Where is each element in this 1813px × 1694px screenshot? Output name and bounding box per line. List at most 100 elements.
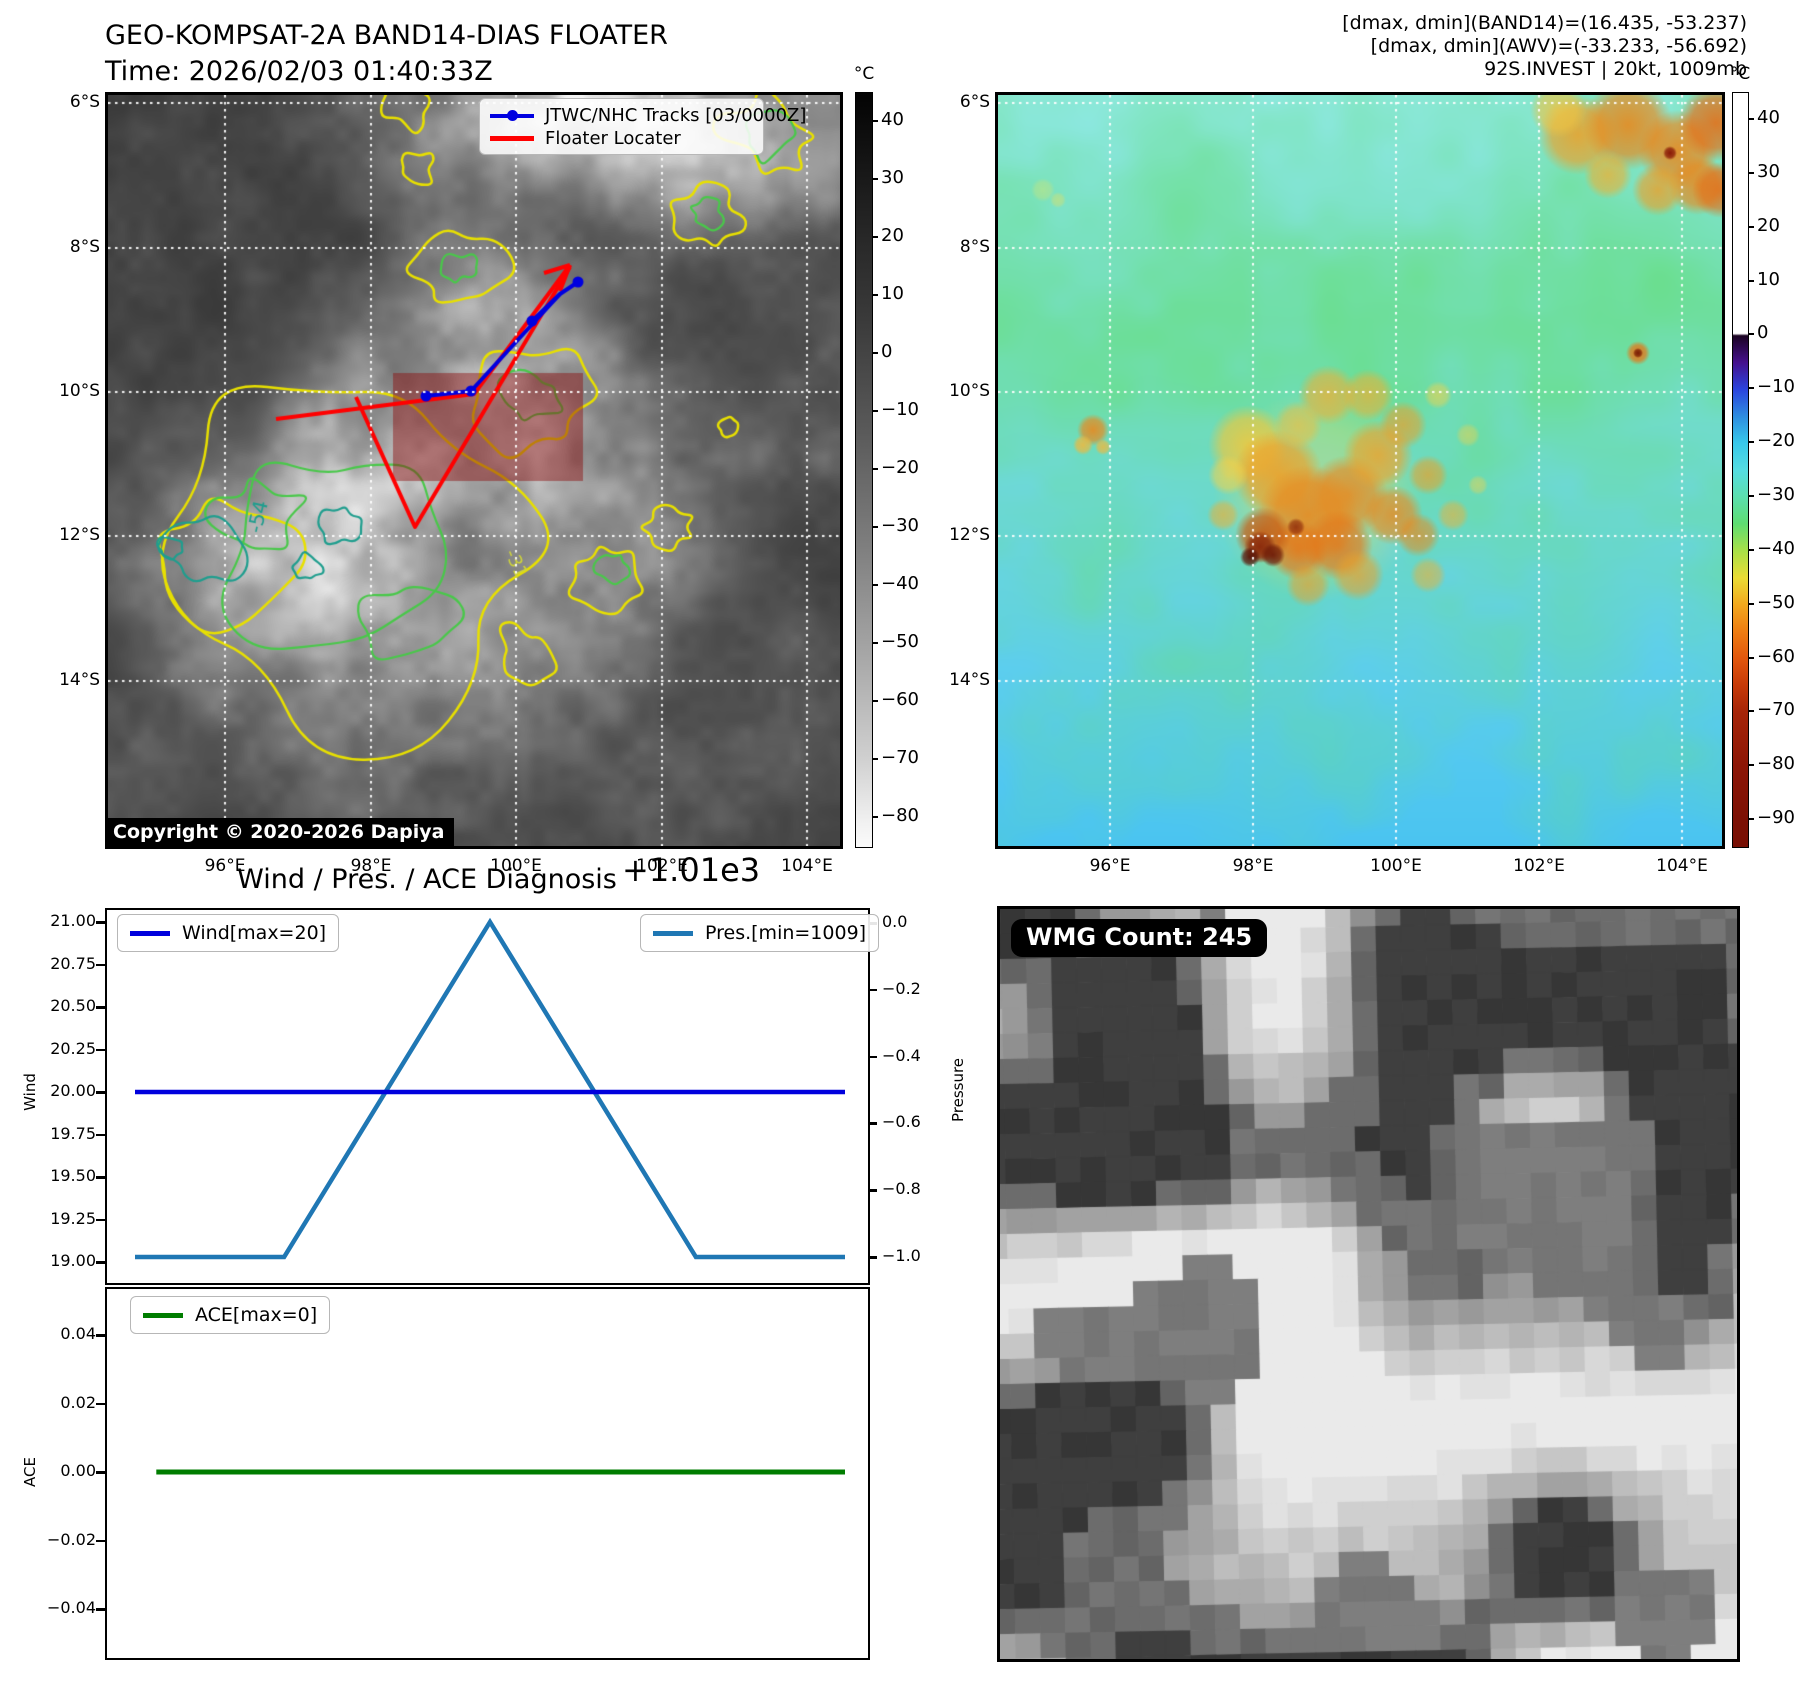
wmg-pixel-canvas	[1000, 909, 1737, 1659]
awv-colorbar-tick-mark	[1748, 117, 1754, 120]
wind-tick-label: 21.00	[50, 911, 96, 930]
awv-colorbar-tick-mark	[1748, 279, 1754, 282]
band14-x-tick-label: 98°E	[350, 856, 392, 876]
ace-line-sample	[143, 1312, 183, 1318]
awv-x-tick-label: 102°E	[1513, 856, 1565, 876]
awv-colorbar-tick-mark	[1748, 710, 1754, 713]
pressure-tick-label: −0.2	[882, 978, 921, 998]
floater-line-sample	[490, 136, 534, 141]
track-legend-label: JTWC/NHC Tracks [03/0000Z]	[545, 105, 807, 126]
band14-colorbar-tick-mark	[872, 294, 878, 296]
pressure-tick-label: −0.4	[882, 1045, 921, 1065]
awv-colorbar	[1732, 92, 1749, 848]
awv-colorbar-tick-mark	[1748, 333, 1754, 336]
awv-colorbar-tick-mark	[1748, 818, 1754, 821]
awv-map	[995, 92, 1725, 849]
wind-tick-mark	[96, 1261, 105, 1264]
band14-colorbar-tick-mark	[872, 178, 878, 180]
wind-tick-mark	[96, 1133, 105, 1136]
awv-y-tick-label: 10°S	[949, 381, 990, 401]
ace-tick-mark	[96, 1334, 105, 1337]
info-line-awv: [dmax, dmin](AWV)=(-33.233, -56.692)	[1370, 35, 1747, 57]
awv-colorbar-tick: −60	[1757, 645, 1795, 667]
awv-colorbar-tick: 10	[1757, 268, 1780, 290]
ace-tick-mark	[96, 1608, 105, 1611]
band14-colorbar-tick-mark	[872, 352, 878, 354]
pressure-tick-label: −0.8	[882, 1179, 921, 1199]
awv-colorbar-tick: −50	[1757, 591, 1795, 613]
awv-map-canvas	[998, 95, 1722, 846]
band14-colorbar-tick-mark	[872, 758, 878, 760]
awv-colorbar-tick: −70	[1757, 699, 1795, 721]
awv-y-tick-label: 14°S	[949, 670, 990, 690]
info-line-band14: [dmax, dmin](BAND14)=(16.435, -53.237)	[1342, 12, 1747, 34]
awv-x-tick-label: 104°E	[1656, 856, 1708, 876]
awv-colorbar-tick: −30	[1757, 483, 1795, 505]
band14-colorbar-tick: −40	[881, 573, 919, 594]
wind-tick-label: 19.25	[50, 1208, 96, 1228]
wind-tick-label: 20.75	[50, 953, 96, 973]
floater-legend-label: Floater Locater	[545, 128, 681, 149]
pres-line	[135, 917, 845, 1260]
band14-legend: JTWC/NHC Tracks [03/0000Z] Floater Locat…	[479, 98, 806, 155]
band14-map-canvas	[108, 95, 840, 846]
band14-colorbar-tick: −50	[881, 631, 919, 652]
band14-colorbar-tick-mark	[872, 120, 878, 122]
band14-colorbar-tick: −70	[881, 747, 919, 768]
band14-colorbar-tick-mark	[872, 468, 878, 470]
band14-map	[105, 92, 843, 849]
band14-y-tick-label: 10°S	[59, 381, 100, 401]
band14-subtitle: Time: 2026/02/03 01:40:33Z	[105, 56, 493, 87]
awv-colorbar-tick-mark	[1748, 602, 1754, 605]
band14-y-tick-label: 6°S	[69, 92, 100, 112]
awv-colorbar-tick: −90	[1757, 807, 1795, 829]
wmg-panel	[997, 906, 1740, 1662]
pressure-tick-mark	[868, 988, 877, 992]
wind-tick-label: 19.75	[50, 1123, 96, 1143]
wind-tick-mark	[96, 1091, 105, 1094]
wind-legend: Wind[max=20]	[117, 914, 340, 952]
band14-colorbar-tick: 30	[881, 167, 904, 188]
band14-colorbar-tick: −80	[881, 805, 919, 826]
band14-y-tick-label: 8°S	[69, 237, 100, 257]
wind-tick-mark	[96, 963, 105, 966]
pressure-tick-label: 0.0	[882, 912, 908, 931]
pres-line-sample	[653, 930, 693, 936]
ace-tick-mark	[96, 1471, 105, 1474]
wind-pres-plot	[135, 917, 845, 1260]
awv-info-block: [dmax, dmin](BAND14)=(16.435, -53.237) […	[1342, 12, 1747, 81]
band14-colorbar-tick-mark	[872, 816, 878, 818]
wind-tick-mark	[96, 1048, 105, 1051]
band14-colorbar-tick: −60	[881, 689, 919, 710]
band14-x-tick-label: 102°E	[636, 856, 688, 876]
band14-colorbar-tick-mark	[872, 236, 878, 238]
wind-tick-mark	[96, 1218, 105, 1221]
pressure-tick-mark	[868, 1122, 877, 1125]
wmg-count-label: WMG Count: 245	[1011, 919, 1268, 957]
pressure-tick-mark	[868, 1189, 877, 1192]
band14-title: GEO-KOMPSAT-2A BAND14-DIAS FLOATER	[105, 20, 668, 51]
awv-x-tick-label: 100°E	[1370, 856, 1422, 876]
awv-y-tick-label: 6°S	[959, 92, 990, 112]
ace-tick-label: 0.00	[60, 1461, 96, 1480]
copyright-label: Copyright © 2020-2026 Dapiya	[107, 818, 455, 847]
awv-colorbar-tick: 30	[1757, 160, 1780, 182]
ace-chart	[105, 1287, 870, 1660]
awv-colorbar-tick: −40	[1757, 537, 1795, 559]
wind-legend-label: Wind[max=20]	[182, 922, 327, 944]
pressure-axis-label: Pressure	[949, 1057, 967, 1123]
awv-colorbar-tick: 40	[1757, 106, 1780, 128]
awv-colorbar-tick-mark	[1748, 548, 1754, 551]
band14-colorbar-tick: 40	[881, 109, 904, 130]
pres-legend: Pres.[min=1009]	[640, 914, 880, 952]
awv-colorbar-tick-mark	[1748, 225, 1754, 228]
band14-y-tick-label: 14°S	[59, 670, 100, 690]
ace-tick-label: −0.04	[46, 1598, 96, 1617]
ace-tick-label: 0.02	[60, 1392, 96, 1412]
awv-y-tick-label: 8°S	[959, 237, 990, 257]
band14-colorbar	[855, 92, 873, 848]
awv-colorbar-tick: −10	[1757, 376, 1795, 398]
awv-colorbar-tick-mark	[1748, 171, 1754, 174]
pressure-tick-mark	[868, 1055, 877, 1059]
